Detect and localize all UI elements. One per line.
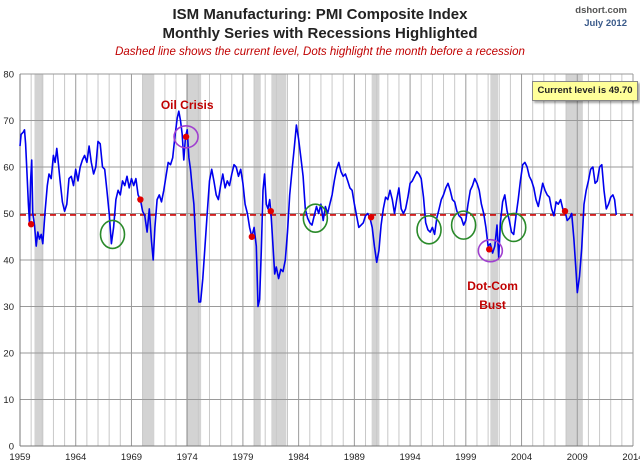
- green-highlight-circle: [302, 203, 329, 233]
- x-tick-label: 1959: [9, 452, 30, 463]
- axes: [19, 74, 633, 447]
- y-tick-label: 50: [3, 209, 14, 220]
- pre-recession-dot: [267, 207, 274, 215]
- x-tick-labels: 1959 1964 1969 1974 1979 1984 1989 1994 1999 2004…: [9, 452, 640, 463]
- x-tick-label: 1979: [232, 452, 253, 463]
- pre-recession-dots: [27, 133, 569, 253]
- y-tick-labels: 0 10 20 30 40 50 60 70 80: [3, 70, 14, 453]
- chart-title-line2: Monthly Series with Recessions Highlight…: [162, 25, 478, 42]
- pre-recession-dot: [137, 196, 144, 203]
- x-tick-label: 2004: [511, 452, 532, 463]
- y-tick-label: 20: [3, 349, 14, 360]
- x-tick-label: 2014: [622, 452, 640, 463]
- chart-subtitle: Dashed line shows the current level, Dot…: [115, 46, 525, 58]
- x-tick-label: 1984: [288, 452, 309, 463]
- green-highlight-circle: [450, 210, 477, 240]
- current-level-box: Current level is 49.70: [532, 81, 638, 101]
- y-tick-label: 60: [3, 163, 14, 174]
- green-highlight-circle: [99, 219, 126, 250]
- pre-recession-dot: [561, 207, 569, 215]
- annotations: Oil Crisis Dot-Com Bust: [161, 98, 518, 312]
- x-tick-label: 1994: [400, 452, 421, 463]
- pre-recession-dot: [486, 246, 493, 253]
- x-tick-label: 1974: [177, 452, 198, 463]
- pre-recession-dot: [27, 220, 35, 228]
- y-tick-label: 10: [3, 395, 14, 406]
- horizontal-gridlines: [20, 73, 633, 447]
- chart-title-line1: ISM Manufacturing: PMI Composite Index: [172, 6, 468, 23]
- pmi-series-line: [19, 110, 618, 308]
- pre-recession-dot: [182, 133, 190, 140]
- source-label: dshort.com: [575, 5, 627, 16]
- pre-recession-dot: [367, 214, 375, 221]
- y-tick-label: 70: [3, 116, 14, 127]
- x-tick-label: 1989: [344, 452, 365, 463]
- x-tick-label: 1964: [65, 452, 86, 463]
- y-tick-label: 30: [3, 302, 14, 313]
- y-tick-label: 80: [3, 70, 14, 81]
- annotation-label: Oil Crisis: [161, 98, 214, 112]
- green-highlight-circle: [500, 212, 527, 243]
- y-tick-label: 40: [3, 256, 14, 267]
- x-tick-label: 2009: [567, 452, 588, 463]
- pre-recession-dot: [248, 233, 256, 240]
- annotation-label: Bust: [479, 298, 506, 312]
- purple-highlight-circle: [477, 238, 504, 263]
- purple-highlight-circle: [173, 124, 199, 149]
- y-tick-label: 0: [9, 442, 14, 453]
- x-tick-label: 1969: [121, 452, 142, 463]
- annotation-label: Dot-Com: [467, 279, 518, 293]
- date-label: July 2012: [584, 18, 627, 29]
- x-tick-label: 1999: [455, 452, 476, 463]
- green-highlight-circle: [416, 214, 442, 245]
- highlight-circles: [99, 124, 527, 263]
